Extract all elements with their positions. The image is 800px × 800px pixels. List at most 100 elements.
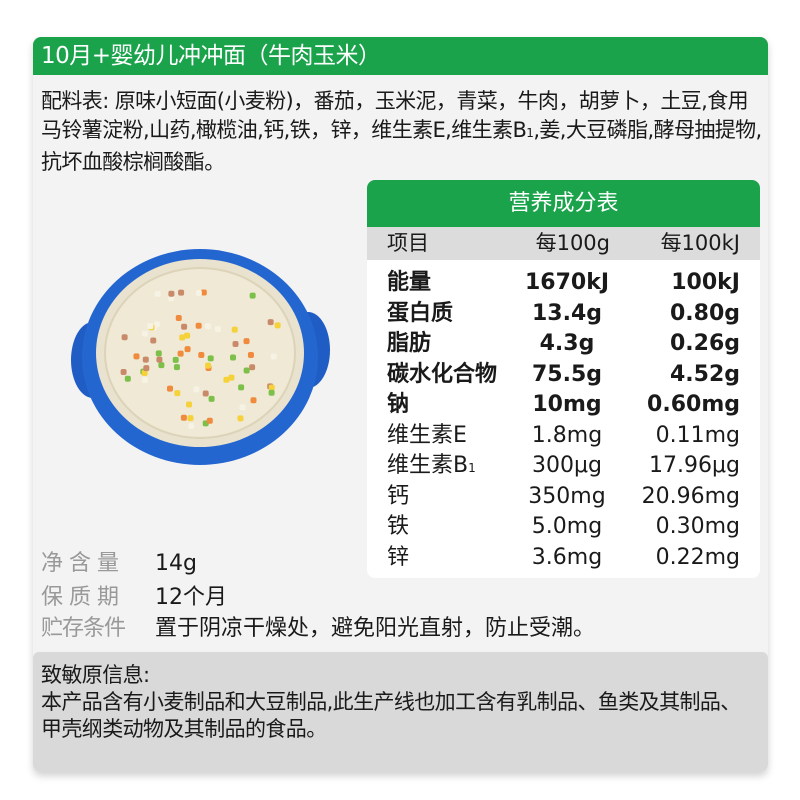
ingredients-text: 配料表: 原味小短面(小麦粉)，番茄，玉米泥，青菜，牛肉，胡萝卜，土豆,食用马铃… [41, 89, 749, 142]
nutrition-table: 营养成分表 项目 每100g 每100kJ 能量 1670kJ 100kJ 蛋白质 13… [367, 180, 760, 578]
food-bit [141, 330, 148, 337]
nutrient-name: 钙 [387, 483, 410, 509]
nutrient-name: 能量 [387, 270, 432, 295]
nutrient-name: 蛋白质 [387, 300, 454, 326]
nutrient-per100g: 1670kJ [524, 270, 610, 295]
food-bit [200, 289, 207, 296]
food-bit [193, 386, 200, 393]
food-bit [184, 332, 191, 339]
food-bit [238, 384, 245, 391]
nutrient-per100g: 5.0mg [531, 514, 603, 539]
allergen-box: 致敏原信息: 本产品含有小麦制品和大豆制品,此生产线也加工含有乳制品、鱼类及其制… [33, 652, 768, 772]
food-bit [150, 337, 157, 344]
nutrient-per100kj: 0.30mg [655, 514, 740, 539]
nutrient-per100kj: 0.11mg [655, 422, 740, 448]
nutrient-per100g: 1.8mg [531, 422, 603, 448]
nutrient-per100kj: 0.80g [669, 300, 740, 326]
nutrient-per100kj: 20.96mg [641, 483, 740, 509]
food-bit [168, 290, 175, 297]
food-bit [154, 321, 161, 328]
food-bit [168, 295, 175, 302]
food-bit [223, 376, 230, 383]
shelf-life-row: 保质期 12个月 [41, 583, 227, 613]
food-bit [121, 334, 128, 341]
allergen-title: 致敏原信息: [41, 663, 150, 687]
food-bit [175, 314, 182, 321]
food-bit [207, 355, 214, 362]
nutrition-row: 碳水化合物 75.5g 4.52g [367, 360, 760, 391]
food-bit [250, 397, 257, 404]
food-bit [198, 351, 205, 358]
net-weight-row: 净含量 14g [41, 549, 197, 579]
nutrient-name: 铁 [387, 514, 410, 539]
ingredients-text-end: ,姜,大豆磷脂,酵母抽提物,抗坏血酸棕榈酸酯。 [41, 118, 762, 174]
nutrient-per100g: 75.5g [531, 361, 603, 387]
food-bit [158, 362, 165, 369]
nutrient-name: 钠 [387, 392, 410, 417]
food-bit [268, 384, 275, 391]
nutrition-row: 能量 1670kJ 100kJ [367, 268, 760, 299]
nutrient-per100g: 4.3g [539, 331, 595, 356]
storage-value: 置于阴凉干燥处，避免阳光直射，防止受潮。 [155, 616, 596, 641]
food-bit [124, 375, 131, 382]
food-bit [230, 354, 237, 361]
shelf-life-label: 保质期 [41, 585, 126, 610]
product-title: 10月+婴幼儿冲冲面（牛肉玉米） [33, 37, 768, 75]
col-per100g: 每100g [535, 231, 610, 255]
food-bit [267, 319, 274, 326]
nutrient-per100g: 350mg [528, 483, 606, 509]
food-bit [154, 290, 161, 297]
food-bit [141, 377, 148, 384]
food-bit [232, 341, 239, 348]
food-bit [243, 338, 250, 345]
food-bit [143, 365, 150, 372]
food-bit [147, 323, 154, 330]
food-bit [142, 356, 149, 363]
nutrient-name: 锌 [387, 544, 410, 570]
food-bit [173, 364, 180, 371]
product-info-card: 10月+婴幼儿冲冲面（牛肉玉米） 配料表: 原味小短面(小麦粉)，番茄，玉米泥，… [33, 37, 768, 772]
nutrient-per100kj: 17.96μg [649, 453, 740, 478]
ingredients-list: 配料表: 原味小短面(小麦粉)，番茄，玉米泥，青菜，牛肉，胡萝卜，土豆,食用马铃… [41, 87, 763, 177]
storage-label: 贮存条件 [41, 616, 126, 641]
net-weight-label: 净含量 [41, 551, 126, 576]
nutrition-header-row: 项目 每100g 每100kJ [367, 227, 760, 260]
nutrient-name: 碳水化合物 [387, 361, 498, 387]
nutrient-per100kj: 0.60mg [647, 392, 740, 417]
food-bit [133, 353, 140, 360]
food-bit [237, 415, 244, 422]
food-bit [202, 390, 209, 397]
food-bit [205, 362, 212, 369]
food-bit [249, 364, 256, 371]
nutrient-per100g: 13.4g [531, 300, 603, 326]
food-bit [172, 356, 179, 363]
food-bit [274, 322, 281, 329]
nutrient-per100g: 3.6mg [531, 544, 603, 570]
food-bit [180, 414, 187, 421]
allergen-text: 本产品含有小麦制品和大豆制品,此生产线也加工含有乳制品、鱼类及其制品、甲壳纲类动… [41, 690, 741, 741]
nutrition-row: 锌 3.6mg 0.22mg [367, 543, 760, 574]
nutrition-row: 维生素B1 300μg 17.96μg [367, 451, 760, 482]
col-per100kj: 每100kJ [660, 231, 740, 255]
nutrient-per100g: 300μg [532, 453, 602, 478]
food-bit [228, 374, 235, 381]
food-bit [243, 367, 250, 374]
nutrient-name: 维生素B1 [387, 453, 476, 478]
food-bit [141, 369, 148, 376]
nutrition-row: 钠 10mg 0.60mg [367, 390, 760, 421]
nutrition-row: 钙 350mg 20.96mg [367, 482, 760, 513]
nutrition-title: 营养成分表 [367, 180, 760, 227]
food-bit [181, 323, 188, 330]
food-bit [268, 389, 275, 396]
food-bit [195, 289, 202, 296]
food-bit [270, 353, 277, 360]
nutrient-per100kj: 0.22mg [655, 544, 740, 570]
net-weight-value: 14g [155, 551, 197, 576]
food-bit [195, 322, 202, 329]
shelf-life-value: 12个月 [155, 585, 227, 610]
food-bit [239, 404, 246, 411]
food-bit [204, 323, 211, 330]
nutrient-per100g: 10mg [532, 392, 602, 417]
food-bit [184, 346, 191, 353]
food-bit [247, 351, 254, 358]
